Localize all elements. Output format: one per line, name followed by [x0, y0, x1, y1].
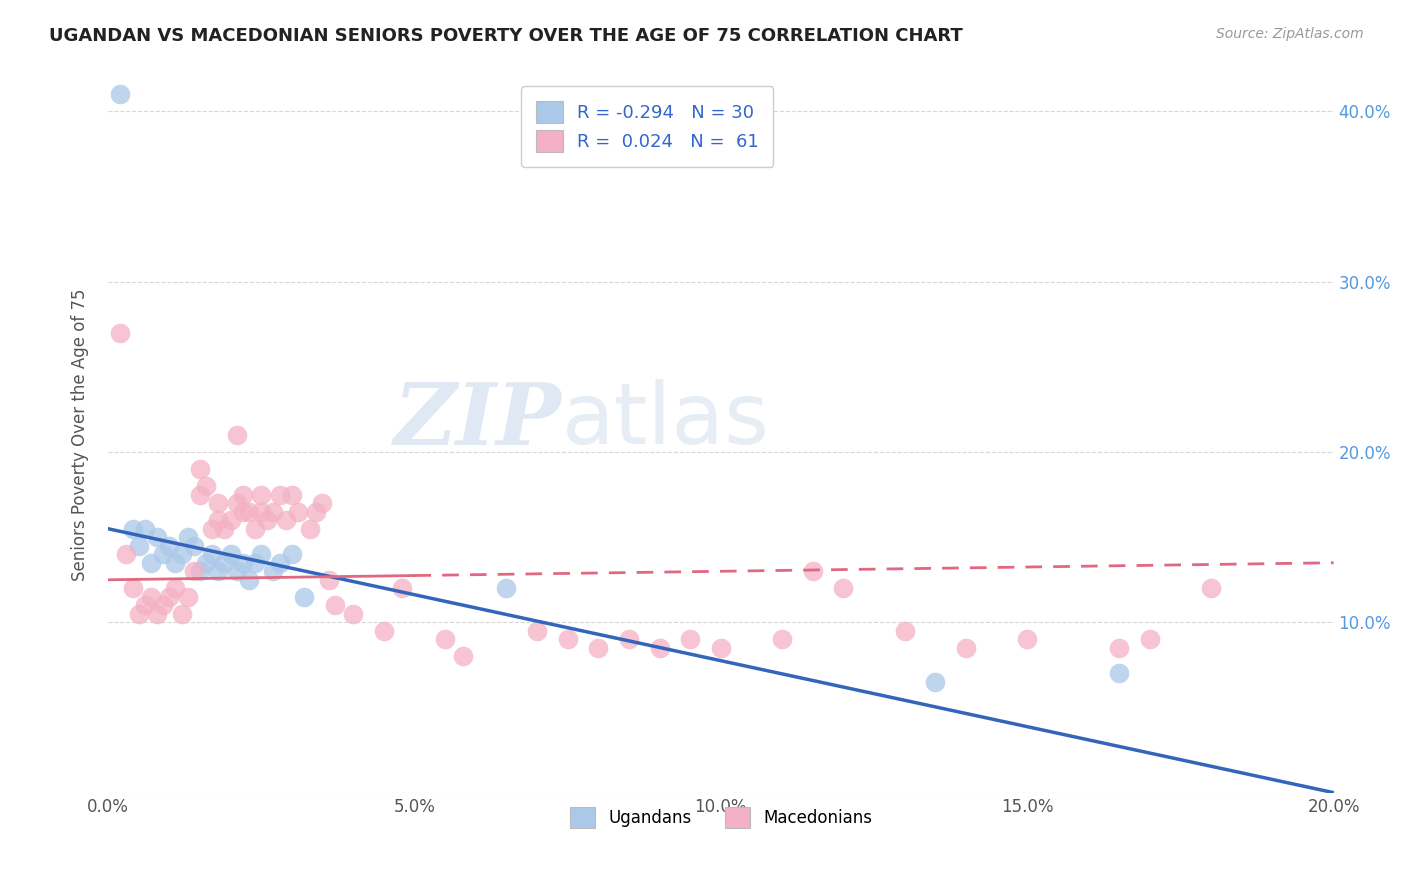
- Point: [770, 632, 793, 647]
- Point: [801, 564, 824, 578]
- Point: [170, 547, 193, 561]
- Point: [243, 556, 266, 570]
- Point: [152, 599, 174, 613]
- Point: [170, 607, 193, 621]
- Point: [526, 624, 548, 638]
- Point: [648, 640, 671, 655]
- Point: [232, 488, 254, 502]
- Point: [134, 522, 156, 536]
- Point: [250, 547, 273, 561]
- Text: Source: ZipAtlas.com: Source: ZipAtlas.com: [1216, 27, 1364, 41]
- Point: [110, 326, 132, 340]
- Point: [262, 564, 284, 578]
- Point: [165, 556, 187, 570]
- Point: [128, 539, 150, 553]
- Point: [955, 640, 977, 655]
- Point: [121, 522, 143, 536]
- Point: [201, 522, 224, 536]
- Point: [323, 599, 346, 613]
- Point: [287, 505, 309, 519]
- Y-axis label: Seniors Poverty Over the Age of 75: Seniors Poverty Over the Age of 75: [72, 289, 89, 582]
- Point: [232, 556, 254, 570]
- Point: [243, 522, 266, 536]
- Point: [1139, 632, 1161, 647]
- Point: [139, 590, 162, 604]
- Point: [207, 513, 229, 527]
- Point: [176, 590, 198, 604]
- Point: [157, 539, 180, 553]
- Point: [128, 607, 150, 621]
- Point: [146, 530, 169, 544]
- Point: [115, 547, 138, 561]
- Point: [495, 582, 517, 596]
- Point: [165, 582, 187, 596]
- Point: [305, 505, 328, 519]
- Text: UGANDAN VS MACEDONIAN SENIORS POVERTY OVER THE AGE OF 75 CORRELATION CHART: UGANDAN VS MACEDONIAN SENIORS POVERTY OV…: [49, 27, 963, 45]
- Point: [152, 547, 174, 561]
- Point: [679, 632, 702, 647]
- Point: [250, 488, 273, 502]
- Point: [195, 479, 218, 493]
- Point: [139, 556, 162, 570]
- Point: [256, 513, 278, 527]
- Point: [219, 513, 242, 527]
- Point: [176, 530, 198, 544]
- Point: [832, 582, 855, 596]
- Point: [1199, 582, 1222, 596]
- Point: [281, 488, 304, 502]
- Point: [250, 505, 273, 519]
- Point: [214, 522, 236, 536]
- Point: [434, 632, 457, 647]
- Point: [710, 640, 733, 655]
- Point: [232, 505, 254, 519]
- Point: [391, 582, 413, 596]
- Legend: Ugandans, Macedonians: Ugandans, Macedonians: [562, 801, 879, 834]
- Point: [262, 505, 284, 519]
- Point: [318, 573, 340, 587]
- Point: [188, 564, 211, 578]
- Point: [225, 496, 247, 510]
- Point: [373, 624, 395, 638]
- Point: [311, 496, 333, 510]
- Point: [281, 547, 304, 561]
- Point: [219, 547, 242, 561]
- Point: [1017, 632, 1039, 647]
- Point: [893, 624, 915, 638]
- Point: [274, 513, 297, 527]
- Point: [292, 590, 315, 604]
- Point: [134, 599, 156, 613]
- Point: [225, 428, 247, 442]
- Point: [183, 539, 205, 553]
- Point: [586, 640, 609, 655]
- Point: [617, 632, 640, 647]
- Point: [238, 573, 260, 587]
- Point: [201, 547, 224, 561]
- Point: [110, 87, 132, 102]
- Point: [214, 556, 236, 570]
- Point: [557, 632, 579, 647]
- Point: [225, 564, 247, 578]
- Point: [269, 488, 291, 502]
- Point: [1108, 640, 1130, 655]
- Point: [453, 649, 475, 664]
- Point: [924, 675, 946, 690]
- Text: ZIP: ZIP: [394, 379, 561, 462]
- Text: atlas: atlas: [561, 379, 769, 462]
- Point: [157, 590, 180, 604]
- Point: [269, 556, 291, 570]
- Point: [207, 564, 229, 578]
- Point: [121, 582, 143, 596]
- Point: [1108, 666, 1130, 681]
- Point: [207, 496, 229, 510]
- Point: [238, 505, 260, 519]
- Point: [188, 462, 211, 476]
- Point: [195, 556, 218, 570]
- Point: [188, 488, 211, 502]
- Point: [299, 522, 322, 536]
- Point: [146, 607, 169, 621]
- Point: [183, 564, 205, 578]
- Point: [342, 607, 364, 621]
